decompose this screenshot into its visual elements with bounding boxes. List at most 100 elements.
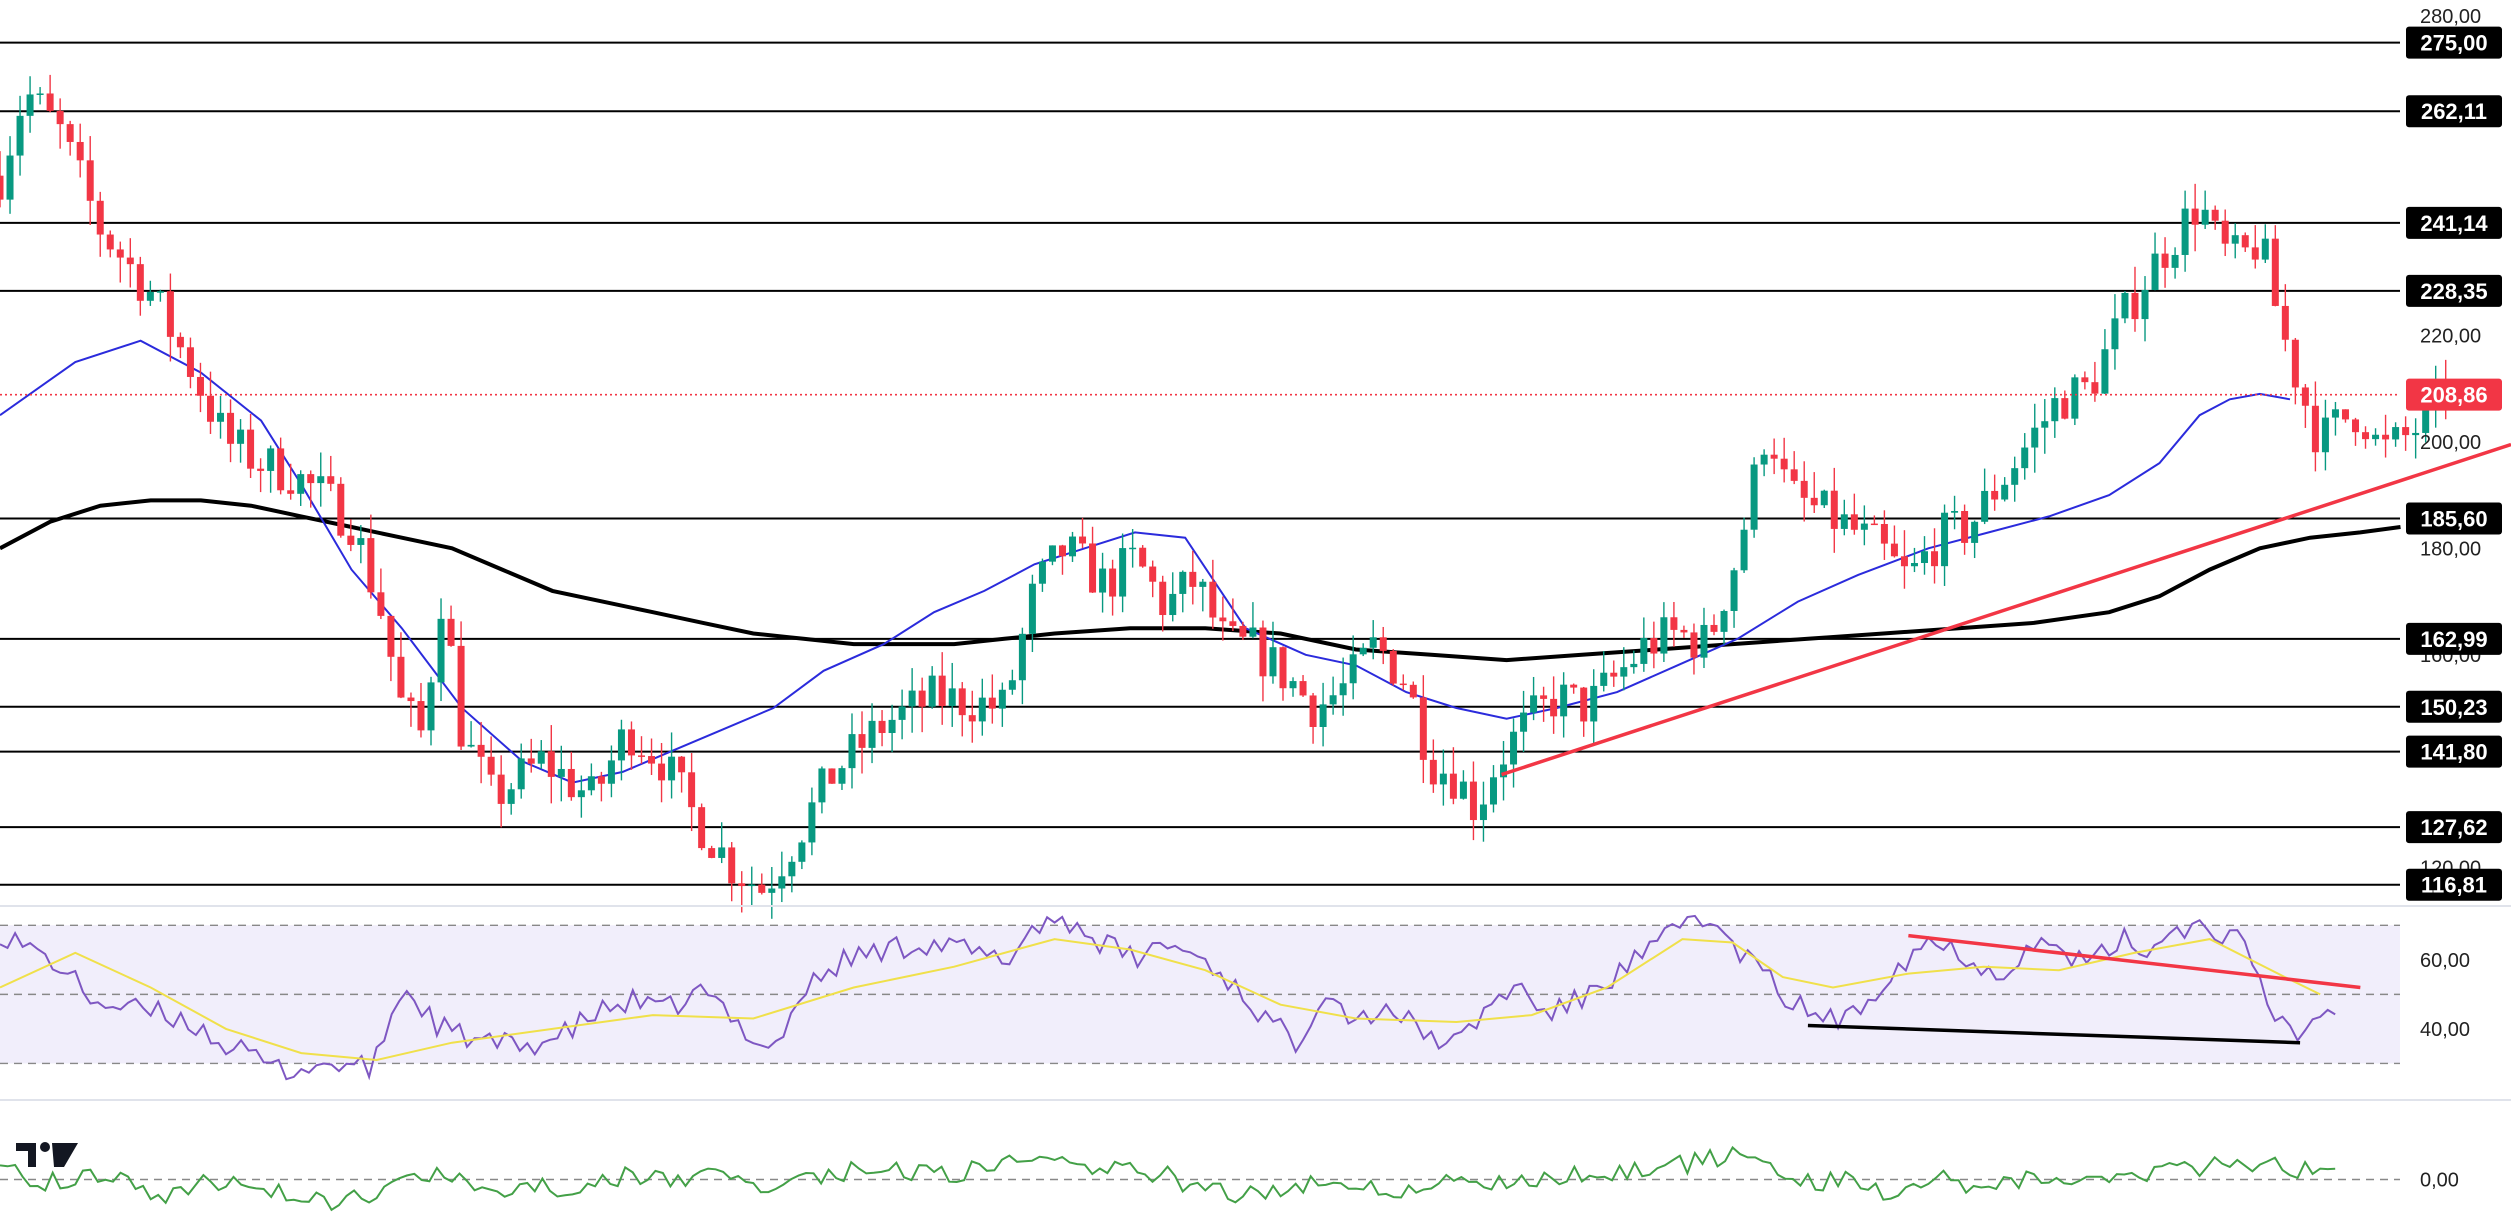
- candle: [1780, 437, 1788, 483]
- candle: [477, 721, 485, 784]
- candle-body: [1870, 523, 1878, 526]
- candle-body: [317, 476, 325, 484]
- candle: [1890, 525, 1898, 558]
- level-label: 150,23: [2420, 695, 2487, 720]
- candle-body: [2081, 377, 2089, 383]
- candle-body: [1991, 490, 1999, 500]
- candle-body: [507, 789, 515, 804]
- candle-body: [1129, 547, 1137, 550]
- candle: [1079, 517, 1087, 549]
- candle: [186, 337, 194, 389]
- candle: [237, 419, 245, 463]
- candle-body: [597, 776, 605, 784]
- candle-body: [417, 701, 425, 731]
- candle: [136, 256, 144, 316]
- candle: [858, 711, 866, 774]
- candle: [2251, 225, 2259, 269]
- candle: [2031, 403, 2039, 473]
- candle: [1159, 575, 1167, 632]
- candle-body: [2372, 434, 2380, 440]
- candle: [1580, 686, 1588, 737]
- candle: [1920, 536, 1928, 575]
- candle: [467, 721, 475, 748]
- candle: [307, 470, 315, 508]
- candle-body: [1590, 685, 1598, 722]
- candle-body: [1239, 625, 1247, 637]
- candle: [1459, 770, 1467, 800]
- candle-body: [377, 592, 385, 616]
- candle: [1640, 617, 1648, 672]
- candle-body: [1730, 570, 1738, 611]
- candle-body: [2382, 434, 2390, 440]
- candle-body: [2231, 235, 2239, 244]
- candle-body: [1489, 777, 1497, 805]
- candle: [1900, 530, 1908, 589]
- candle: [1710, 614, 1718, 636]
- price-panel: 280,00220,00200,00180,00160,00120,00275,…: [0, 6, 2511, 919]
- candle: [2261, 224, 2269, 264]
- candle: [1570, 683, 1578, 694]
- candle-body: [2101, 349, 2109, 394]
- candle-body: [1660, 617, 1668, 654]
- candle: [1299, 675, 1307, 697]
- candle: [1530, 676, 1538, 721]
- candle-body: [688, 772, 696, 808]
- ascending-trendline: [1501, 442, 2511, 777]
- candle-body: [337, 483, 345, 536]
- candle: [1760, 449, 1768, 477]
- candle-body: [2071, 377, 2079, 419]
- candle: [658, 743, 666, 803]
- candle-body: [648, 756, 656, 764]
- candle: [1479, 781, 1487, 842]
- candle: [257, 458, 265, 493]
- candle-body: [1600, 672, 1608, 686]
- candle: [497, 755, 505, 828]
- candle-body: [357, 538, 365, 545]
- candle-body: [2402, 427, 2410, 436]
- candle-body: [1560, 684, 1568, 717]
- logo-wedge: [52, 1143, 78, 1167]
- candle-body: [1008, 680, 1016, 690]
- ma-fast-line: [0, 339, 2291, 784]
- candle: [1720, 609, 1728, 645]
- candle-body: [2171, 254, 2179, 268]
- candle-body: [2041, 421, 2049, 428]
- candle: [1800, 461, 1808, 522]
- candle: [1379, 626, 1387, 665]
- candle: [247, 413, 255, 479]
- level-label: 162,99: [2420, 627, 2487, 652]
- candle-body: [808, 802, 816, 843]
- candle: [1550, 676, 1558, 734]
- candle: [828, 768, 836, 784]
- candle-body: [267, 448, 275, 471]
- candle: [898, 689, 906, 740]
- candle-body: [1530, 695, 1538, 713]
- candle-body: [948, 688, 956, 706]
- candle: [2291, 337, 2299, 405]
- candle: [267, 445, 275, 493]
- candle-body: [1640, 637, 1648, 664]
- candle: [487, 736, 495, 786]
- candle-body: [898, 706, 906, 720]
- candle: [1740, 517, 1748, 573]
- last-price-box: [2406, 378, 2502, 411]
- candle-body: [277, 448, 285, 491]
- candle: [708, 845, 716, 859]
- candle: [2011, 456, 2019, 502]
- candle-body: [2291, 339, 2299, 388]
- candle: [718, 822, 726, 864]
- candle-body: [1279, 647, 1287, 689]
- level-label-box: [2406, 502, 2502, 535]
- candle: [2051, 387, 2059, 438]
- candle-body: [146, 291, 154, 301]
- candle-body: [888, 719, 896, 734]
- candle: [1910, 547, 1918, 573]
- candle-body: [387, 615, 395, 657]
- candle-body: [838, 768, 846, 784]
- level-label-box: [2406, 274, 2502, 307]
- candle-body: [247, 429, 255, 469]
- candle: [1149, 560, 1157, 598]
- candle: [2071, 374, 2079, 426]
- candle-body: [1229, 621, 1237, 626]
- level-label-box: [2406, 690, 2502, 723]
